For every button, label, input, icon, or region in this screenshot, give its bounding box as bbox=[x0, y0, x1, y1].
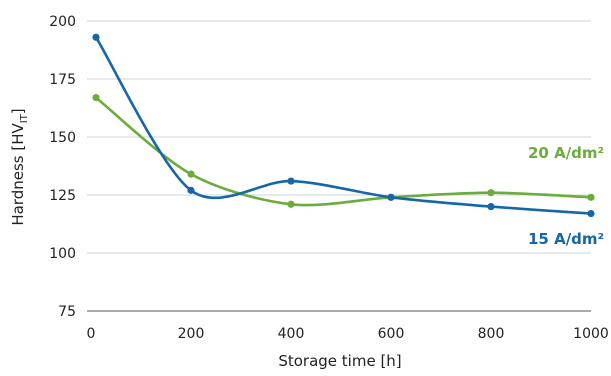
data-point bbox=[92, 93, 100, 102]
data-point bbox=[387, 193, 395, 201]
data-point bbox=[287, 177, 295, 185]
y-tick-175: 175 bbox=[49, 72, 76, 88]
y-tick-200: 200 bbox=[49, 14, 76, 30]
data-point bbox=[587, 193, 595, 201]
y-axis-label-close: ] bbox=[9, 108, 27, 114]
series-label-20: 20 A/dm² bbox=[528, 144, 604, 162]
y-axis-label-main: Hardness [HV bbox=[9, 123, 27, 226]
x-tick-labels: 0 200 400 600 800 1000 bbox=[87, 326, 609, 342]
gridlines bbox=[87, 20, 591, 312]
data-point bbox=[187, 186, 195, 194]
y-tick-150: 150 bbox=[49, 130, 76, 146]
series-20 bbox=[92, 93, 595, 208]
y-tick-75: 75 bbox=[58, 304, 76, 320]
series-line bbox=[94, 96, 593, 207]
x-tick-400: 400 bbox=[278, 326, 305, 342]
y-tick-100: 100 bbox=[49, 246, 76, 262]
series-layer bbox=[92, 33, 595, 218]
series-label-15: 15 A/dm² bbox=[528, 230, 604, 248]
x-tick-0: 0 bbox=[87, 326, 96, 342]
data-point bbox=[287, 200, 295, 208]
x-tick-800: 800 bbox=[478, 326, 505, 342]
y-tick-labels: 75 100 125 150 175 200 bbox=[49, 14, 76, 320]
data-point bbox=[587, 209, 595, 218]
x-tick-200: 200 bbox=[178, 326, 205, 342]
data-point bbox=[487, 203, 495, 211]
data-point bbox=[92, 33, 100, 41]
series-line bbox=[94, 35, 593, 215]
data-point bbox=[487, 189, 495, 197]
y-axis-label-subscript: IT bbox=[19, 113, 30, 123]
data-point bbox=[187, 170, 195, 178]
x-axis-label: Storage time [h] bbox=[278, 352, 401, 370]
series-15 bbox=[92, 33, 595, 218]
y-tick-125: 125 bbox=[49, 188, 76, 204]
x-tick-1000: 1000 bbox=[573, 326, 609, 342]
x-tick-600: 600 bbox=[378, 326, 405, 342]
y-axis-label: Hardness [HVIT] bbox=[9, 108, 30, 225]
